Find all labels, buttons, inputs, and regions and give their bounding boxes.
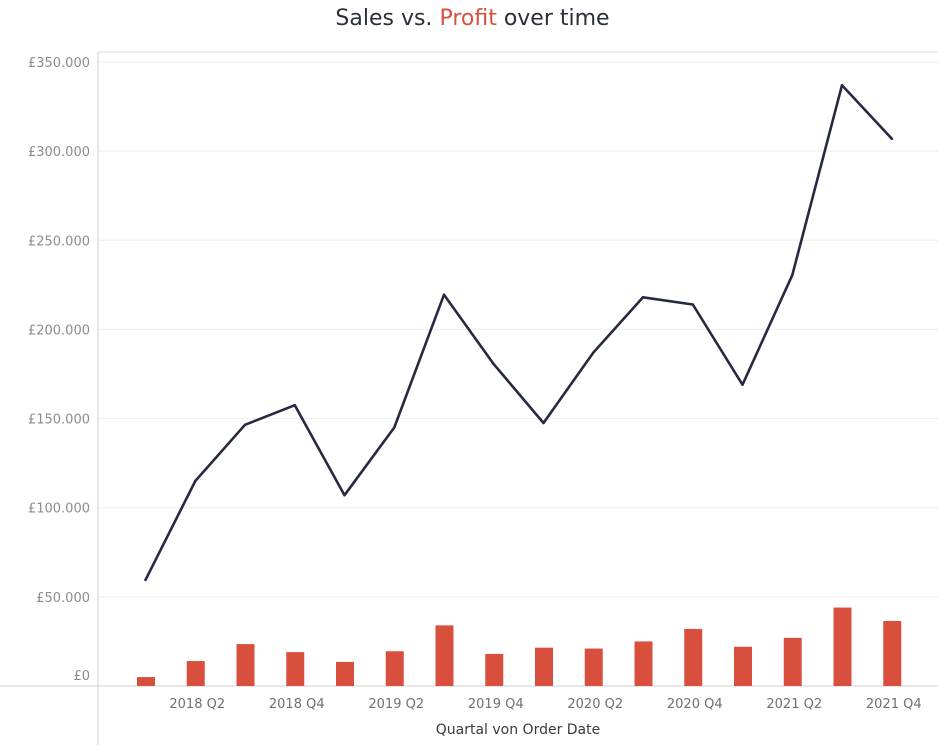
profit-bar (137, 677, 155, 686)
x-tick-label: 2021 Q4 (866, 697, 922, 712)
y-tick-label: £200.000 (28, 323, 90, 338)
profit-bar (684, 628, 703, 686)
profit-bar (584, 648, 603, 686)
profit-bar (734, 646, 752, 686)
sales-point (592, 351, 595, 354)
y-axis: £0 £50.000 £100.000 £150.000 £200.000 £250.00… (28, 56, 90, 684)
y-tick-label: £300.000 (28, 145, 90, 160)
profit-bars (137, 607, 902, 686)
sales-point (741, 383, 744, 386)
profit-bar (336, 661, 354, 686)
sales-point (691, 303, 694, 306)
profit-bar (286, 652, 305, 686)
plot-frame (0, 51, 938, 745)
sales-line (144, 83, 894, 582)
sales-point (293, 404, 296, 407)
y-tick-label: £250.000 (28, 234, 90, 249)
sales-point (194, 479, 197, 483)
x-tick-label: 2019 Q2 (368, 697, 424, 712)
x-tick-label: 2021 Q2 (766, 697, 822, 712)
sales-point (442, 293, 446, 296)
sales-line-path (144, 83, 894, 582)
x-tick-label: 2019 Q4 (468, 697, 524, 712)
profit-bar (634, 641, 653, 686)
x-tick-label: 2020 Q4 (667, 697, 723, 712)
title-profit: Profit (439, 6, 497, 31)
profit-bar (783, 637, 802, 686)
gridlines (98, 61, 938, 598)
sales-point (393, 426, 396, 429)
y-tick-label: £350.000 (28, 56, 90, 71)
profit-bar (535, 647, 553, 686)
x-tick-label: 2018 Q4 (269, 697, 325, 712)
profit-bar (435, 625, 454, 686)
profit-bar (385, 651, 404, 686)
sales-point (840, 83, 844, 87)
y-tick-label: £150.000 (28, 413, 90, 428)
sales-point (144, 578, 147, 582)
sales-point (890, 137, 893, 140)
y-tick-label: £100.000 (28, 502, 90, 517)
profit-bar (186, 661, 205, 686)
sales-point (243, 423, 247, 427)
sales-point (791, 273, 794, 277)
profit-bar (236, 644, 255, 686)
sales-point (641, 296, 645, 299)
x-tick-label: 2018 Q2 (169, 697, 225, 712)
x-tick-label: 2020 Q2 (567, 697, 623, 712)
sales-point (492, 362, 495, 366)
sales-point (542, 421, 545, 425)
profit-bar (833, 607, 852, 686)
y-tick-label: £0 (73, 669, 90, 684)
title-rest: over time (496, 6, 610, 31)
title-sales: Sales vs. (335, 6, 440, 31)
sales-point (343, 494, 346, 497)
profit-bar (883, 620, 902, 686)
profit-bar (485, 653, 504, 686)
chart-title: Sales vs. Profit over time (0, 6, 945, 31)
y-tick-label: £50.000 (36, 591, 90, 606)
x-axis-label: Quartal von Order Date (436, 722, 601, 738)
x-axis: 2018 Q2 2018 Q4 2019 Q2 2019 Q4 2020 Q2 2020 … (169, 697, 921, 712)
